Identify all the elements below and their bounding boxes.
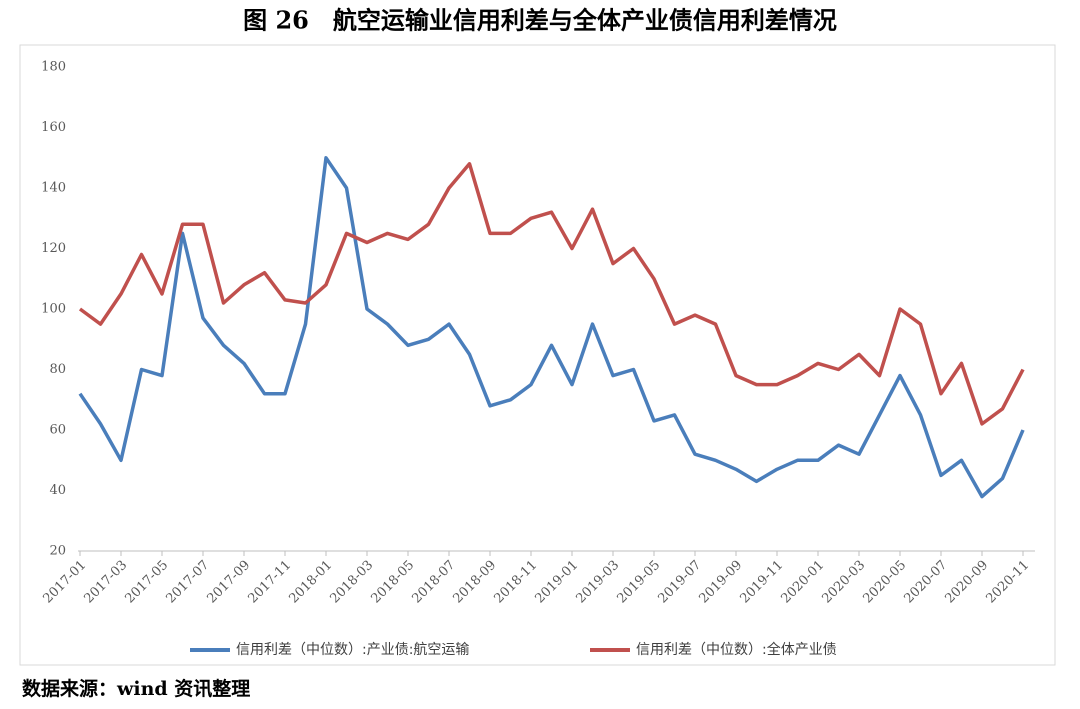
x-tick-label: 2020-07 (901, 558, 950, 607)
chart-title: 图 26 航空运输业信用利差与全体产业债信用利差情况 (243, 6, 837, 35)
source-note: 数据来源：wind 资讯整理 (22, 677, 250, 700)
legend-label: 信用利差（中位数）:产业债:航空运输 (236, 642, 469, 658)
x-tick-label: 2020-01 (778, 558, 827, 607)
x-tick-label: 2018-11 (491, 558, 540, 607)
y-tick-label: 160 (41, 120, 66, 135)
x-tick-label: 2018-07 (409, 558, 458, 607)
legend-label: 信用利差（中位数）:全体产业债 (636, 641, 837, 658)
series-line (78, 162, 1025, 426)
x-tick-label: 2020-11 (983, 558, 1032, 607)
x-tick-label: 2020-05 (860, 558, 909, 607)
x-tick-label: 2018-09 (450, 558, 499, 607)
x-tick-label: 2019-07 (655, 558, 704, 607)
y-tick-label: 20 (49, 544, 66, 559)
series-line (78, 156, 1025, 499)
y-tick-label: 100 (41, 302, 66, 317)
x-tick-label: 2019-11 (737, 558, 786, 607)
x-tick-label: 2017-05 (122, 558, 171, 607)
x-tick-label: 2019-03 (573, 558, 622, 607)
x-tick-label: 2020-03 (819, 558, 868, 607)
x-tick-label: 2019-01 (532, 558, 581, 607)
x-tick-label: 2019-09 (696, 558, 745, 607)
x-tick-label: 2018-01 (286, 558, 335, 607)
x-tick-label: 2019-05 (614, 558, 663, 607)
x-tick-label: 2017-11 (245, 558, 294, 607)
x-tick-label: 2017-03 (81, 558, 130, 607)
y-tick-label: 40 (49, 483, 66, 498)
y-tick-label: 180 (41, 60, 66, 75)
x-tick-label: 2017-01 (40, 558, 89, 607)
y-tick-label: 80 (49, 362, 66, 377)
chart-frame (19, 44, 1056, 666)
x-tick-label: 2020-09 (942, 558, 991, 607)
y-tick-label: 60 (49, 423, 66, 438)
x-tick-label: 2017-09 (204, 558, 253, 607)
x-tick-label: 2018-05 (368, 558, 417, 607)
x-tick-label: 2018-03 (327, 558, 376, 607)
y-tick-label: 140 (41, 181, 66, 196)
x-tick-label: 2017-07 (163, 558, 212, 607)
y-tick-label: 120 (41, 241, 66, 256)
